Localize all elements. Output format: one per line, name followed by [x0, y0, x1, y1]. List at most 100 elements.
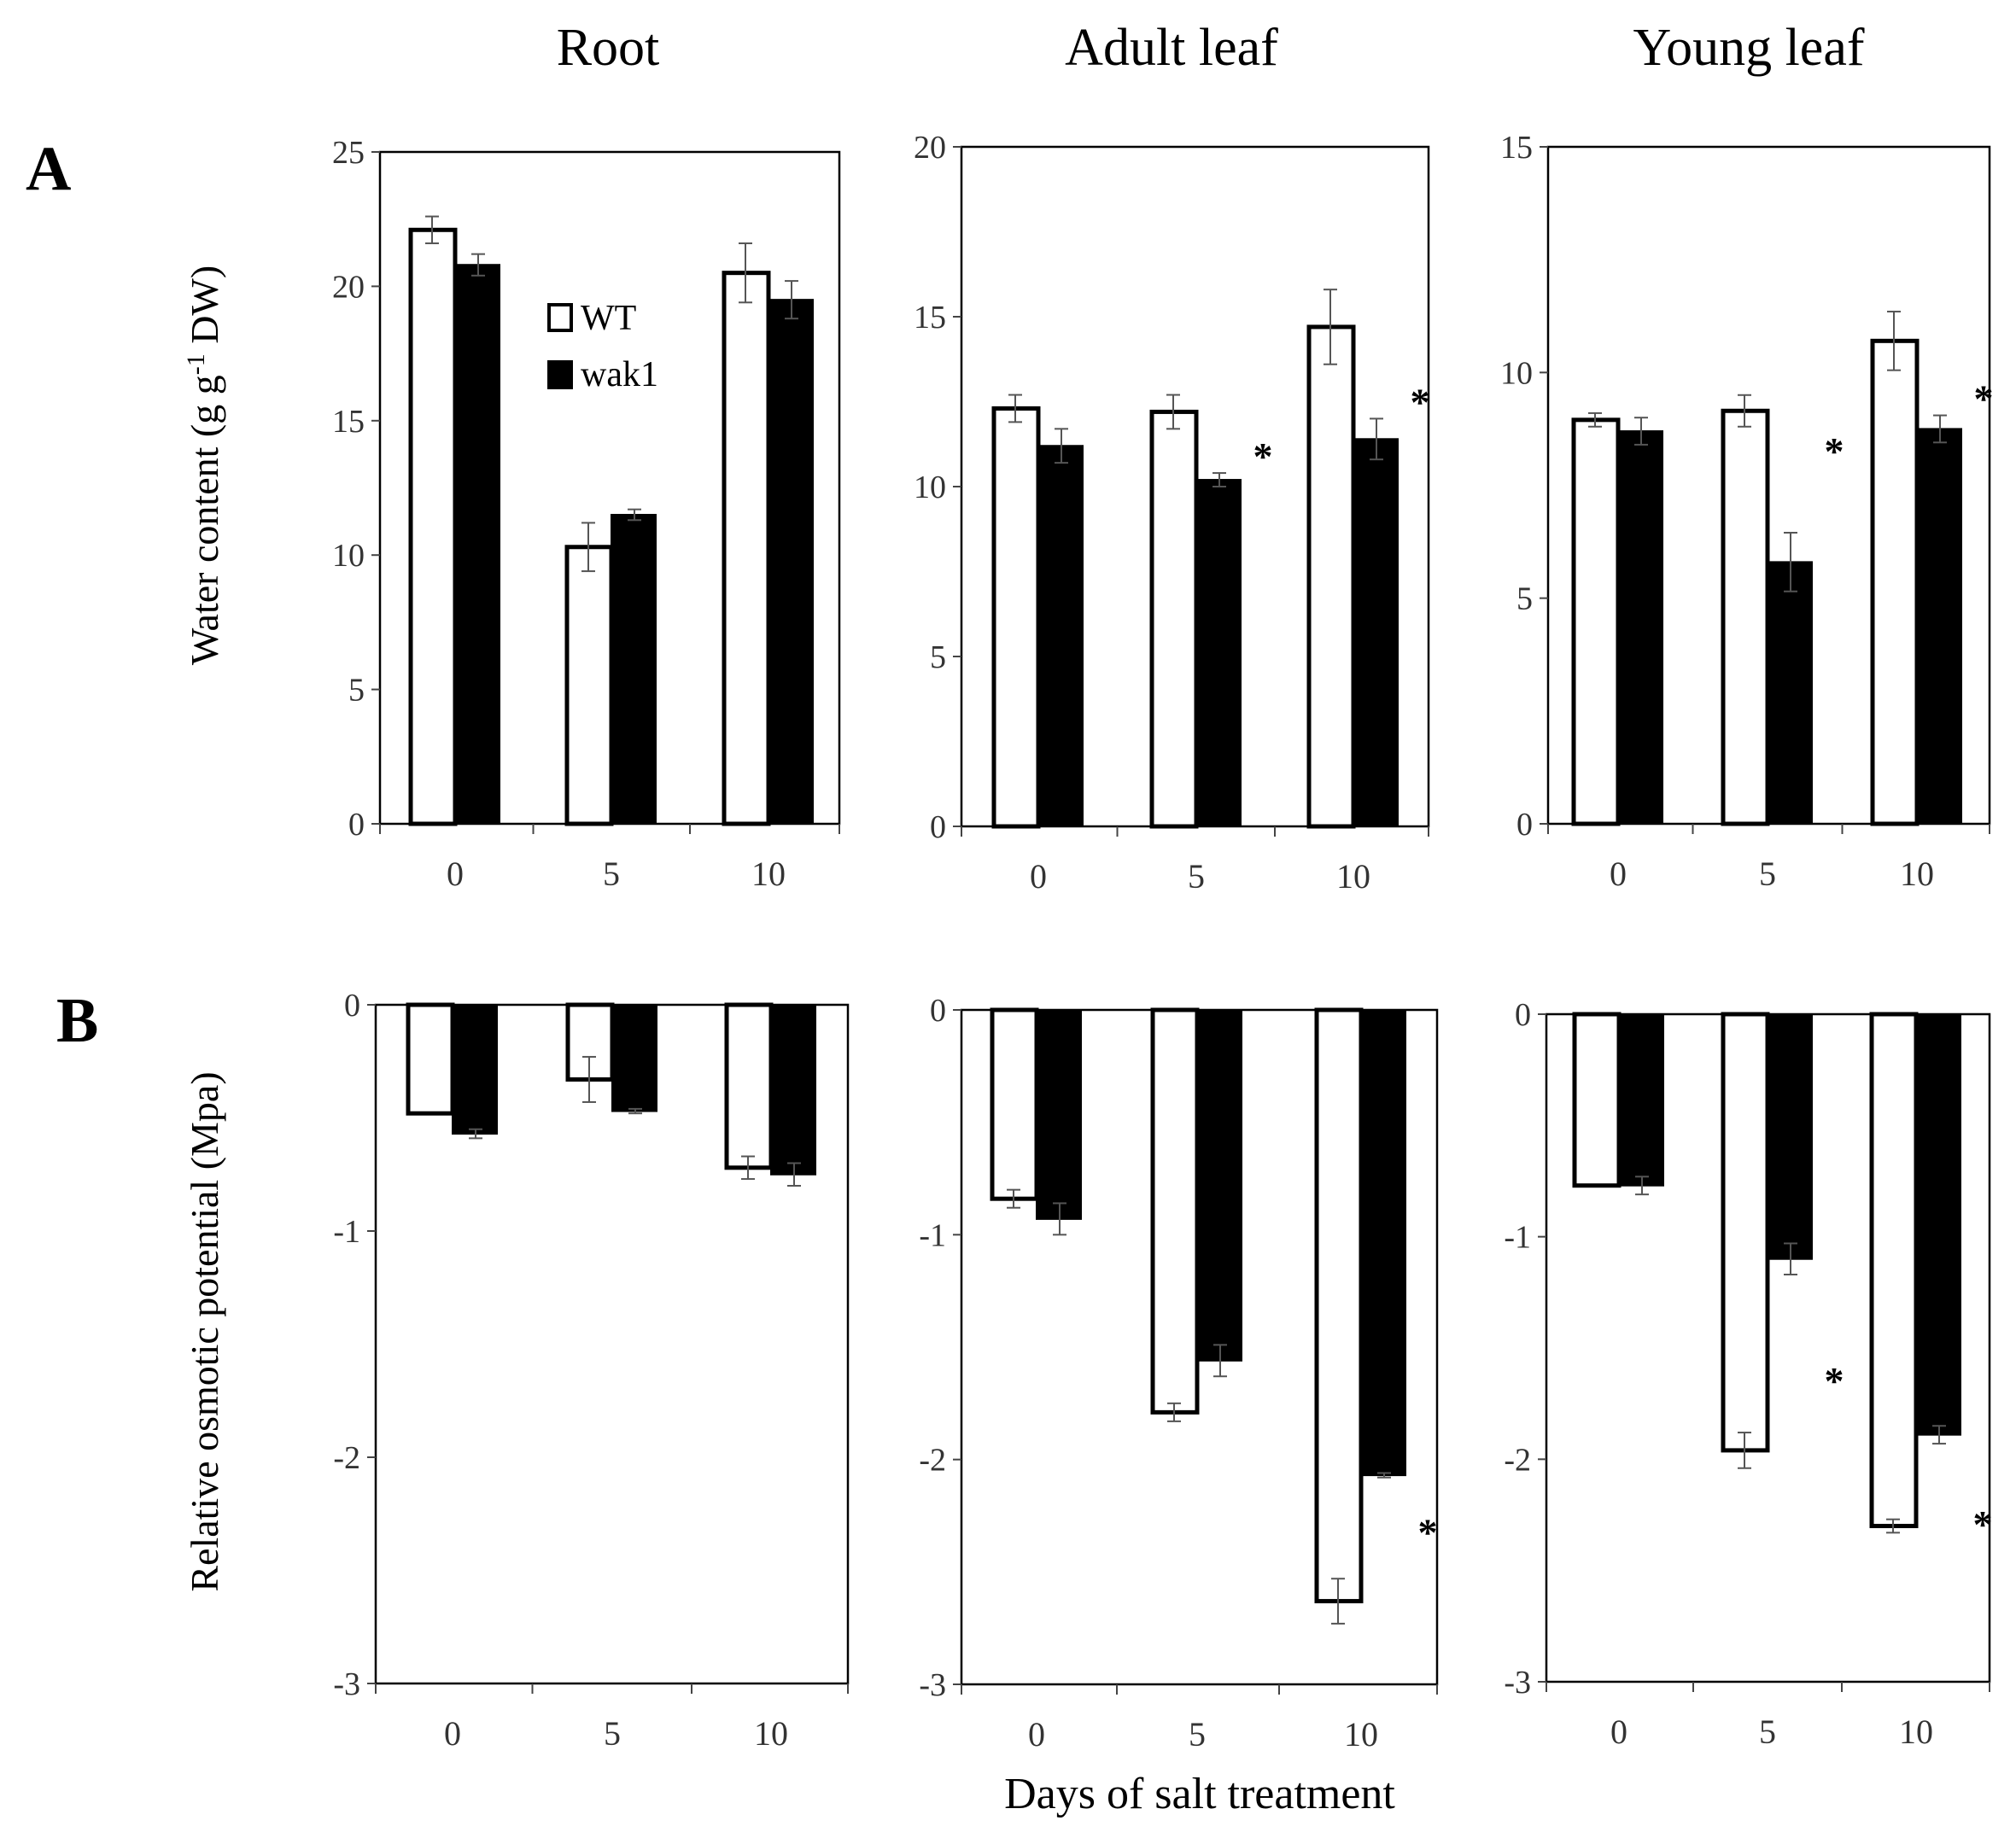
panel-label-a: A — [26, 134, 71, 204]
bar-wak1 — [1767, 561, 1813, 826]
significance-mark: * — [1411, 380, 1430, 423]
bar-wak1 — [1353, 438, 1399, 828]
y-tick-label: 5 — [1516, 581, 1533, 617]
chart-panel-b-young-leaf: -3 -2 -1 0 0 5 10 * * — [1504, 997, 1992, 1751]
bar-wt — [1869, 1012, 1919, 1529]
chart-panel-a-root: 0 5 10 15 20 25 0 5 10 — [332, 135, 841, 893]
y-tick-label: 20 — [914, 130, 946, 166]
bar-wak1 — [1767, 1013, 1813, 1260]
x-tick-label: 10 — [1344, 1715, 1378, 1753]
significance-mark: * — [1973, 1502, 1993, 1546]
bar-wak1 — [454, 264, 500, 825]
chart-panel-a-adult-leaf: 0 5 10 15 20 0 5 10 * * — [914, 130, 1430, 896]
bar-wt — [1572, 1012, 1622, 1188]
y-tick-label: -2 — [1504, 1442, 1531, 1478]
bar-wt — [724, 1002, 774, 1170]
y-tick-label: -3 — [1504, 1665, 1531, 1701]
y-tick-label: -1 — [1504, 1220, 1531, 1256]
x-tick-label: 5 — [1189, 1715, 1206, 1753]
x-tick-label: 10 — [754, 1714, 788, 1753]
x-tick-label: 0 — [447, 855, 464, 893]
bar-wt — [1870, 338, 1920, 826]
y-tick-label: 0 — [930, 809, 946, 845]
bar-wt — [408, 227, 458, 826]
bar-wt — [406, 1002, 455, 1116]
legend-wt-swatch — [547, 303, 573, 332]
x-tick-label: 0 — [1030, 857, 1047, 896]
bar-wt — [722, 271, 771, 826]
column-title-young-leaf: Young leaf — [1633, 19, 1865, 77]
significance-mark: * — [1418, 1511, 1438, 1555]
bar-wt — [564, 545, 614, 826]
bar-wak1 — [1916, 428, 1962, 825]
chart-panel-a-young-leaf: 0 5 10 15 0 5 10 * * — [1500, 130, 1994, 893]
bar-wak1 — [1617, 430, 1663, 825]
x-tick-label: 0 — [1028, 1715, 1045, 1753]
x-tick-label: 5 — [1188, 857, 1205, 896]
xlabel-days: Days of salt treatment — [1004, 1770, 1395, 1818]
y-tick-label: -1 — [919, 1217, 946, 1253]
x-tick-label: 10 — [751, 855, 786, 893]
chart-panel-b-adult-leaf: -3 -2 -1 0 0 5 10 * — [919, 993, 1439, 1753]
bar-wak1 — [1196, 1009, 1242, 1362]
y-tick-label: 0 — [348, 807, 365, 843]
bar-wak1 — [768, 299, 814, 825]
y-tick-label: 15 — [1500, 130, 1533, 166]
y-tick-label: 5 — [930, 639, 946, 675]
x-tick-label: 10 — [1336, 857, 1370, 896]
legend-wak1-swatch — [547, 360, 573, 389]
legend-wak1-label: wak1 — [581, 355, 658, 394]
bar-wt — [1306, 324, 1356, 829]
significance-mark: * — [1974, 377, 1994, 421]
bar-wak1 — [1195, 479, 1242, 827]
y-tick-label: 0 — [344, 988, 360, 1024]
x-tick-label: 5 — [1759, 1713, 1776, 1751]
bar-wt — [1314, 1007, 1364, 1604]
y-tick-label: 0 — [930, 993, 946, 1029]
bar-wak1 — [1915, 1013, 1961, 1436]
x-tick-label: 0 — [1610, 855, 1627, 893]
y-tick-label: 10 — [914, 470, 946, 505]
y-tick-label: -2 — [919, 1443, 946, 1479]
bar-wak1 — [770, 1004, 816, 1176]
x-tick-label: 0 — [1610, 1713, 1627, 1751]
y-tick-label: 15 — [332, 404, 365, 440]
bar-wt — [1150, 1007, 1200, 1415]
y-tick-label: -3 — [333, 1666, 360, 1702]
ylabel-osmotic-potential: Relative osmotic potential (Mpa) — [183, 1071, 226, 1591]
ylabel-water-content: Water content (g g-1 DW) — [182, 265, 226, 665]
significance-mark: * — [1825, 429, 1844, 473]
bar-wak1 — [1618, 1013, 1664, 1187]
bar-wak1 — [611, 1004, 657, 1112]
y-tick-label: 10 — [332, 538, 365, 574]
y-tick-label: 25 — [332, 135, 365, 171]
legend: WT wak1 — [547, 299, 658, 394]
bar-wak1 — [611, 513, 657, 825]
y-tick-label: 10 — [1500, 355, 1533, 391]
bar-wak1 — [1037, 445, 1084, 827]
x-tick-label: 10 — [1899, 1713, 1933, 1751]
y-tick-label: 5 — [348, 673, 365, 709]
significance-mark: * — [1253, 435, 1273, 478]
bar-wt — [1571, 417, 1621, 826]
x-tick-label: 5 — [1759, 855, 1776, 893]
significance-mark: * — [1825, 1359, 1844, 1403]
chart-panel-b-root: -3 -2 -1 0 0 5 10 — [333, 988, 850, 1753]
y-tick-label: 15 — [914, 300, 946, 336]
bar-wak1 — [1360, 1009, 1406, 1477]
x-tick-label: 5 — [603, 855, 620, 893]
bar-wt — [1721, 1012, 1770, 1453]
y-tick-label: -3 — [919, 1667, 946, 1703]
bar-wt — [991, 406, 1041, 829]
y-tick-label: 0 — [1515, 997, 1531, 1033]
x-tick-label: 5 — [604, 1714, 621, 1753]
x-tick-label: 10 — [1900, 855, 1934, 893]
legend-wt-label: WT — [581, 299, 636, 338]
bar-wak1 — [452, 1004, 498, 1135]
bar-wak1 — [1036, 1009, 1082, 1220]
y-tick-label: -2 — [333, 1440, 360, 1476]
y-tick-label: 0 — [1516, 807, 1533, 843]
bar-wt — [1149, 409, 1199, 829]
bar-wt — [990, 1007, 1039, 1201]
bar-wt — [1721, 408, 1770, 826]
